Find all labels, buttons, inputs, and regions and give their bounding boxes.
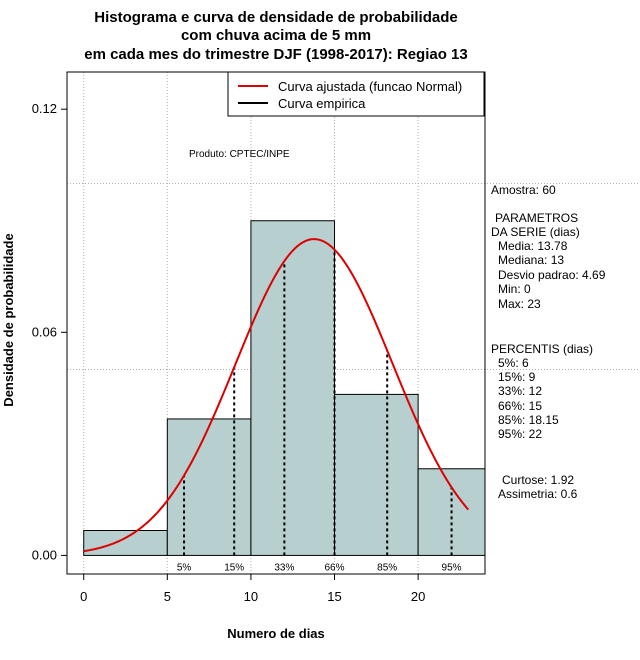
stats-params-header-2: DA SERIE (dias) xyxy=(491,225,580,239)
stats-skewness: Assimetria: 0.6 xyxy=(498,487,578,501)
legend-label-fitted-curve: Curva ajustada (funcao Normal) xyxy=(278,79,462,94)
y-axis-label: Densidade de probabilidade xyxy=(1,233,16,406)
x-tick-label-2: 10 xyxy=(244,589,258,604)
legend: Curva ajustada (funcao Normal) Curva emp… xyxy=(227,71,485,117)
legend-box xyxy=(227,71,485,117)
histogram-bar-2 xyxy=(250,220,336,556)
x-tick-label-4: 20 xyxy=(411,589,425,604)
x-axis-label: Numero de dias xyxy=(227,626,325,641)
percentile-label-4: 85% xyxy=(377,562,397,573)
percentile-label-5: 95% xyxy=(442,562,462,573)
histogram-bar-0 xyxy=(83,529,168,556)
stats-panel: Amostra: 60 PARAMETROS DA SERIE (dias) M… xyxy=(491,183,606,501)
product-annotation: Produto: CPTEC/INPE xyxy=(189,149,290,160)
histogram-bar-3 xyxy=(334,393,419,556)
stats-percentis-header: PERCENTIS (dias) xyxy=(491,342,593,356)
histogram-bars xyxy=(83,220,486,556)
stats-kurtosis: Curtose: 1.92 xyxy=(502,473,574,487)
normal-curve-layer xyxy=(83,238,470,553)
chart-title-line-1: Histograma e curva de densidade de proba… xyxy=(94,9,457,26)
x-tick-label-1: 5 xyxy=(164,589,171,604)
stats-param-mean: Media: 13.78 xyxy=(498,239,568,253)
stats-param-min: Min: 0 xyxy=(498,282,531,296)
stats-sample-size: Amostra: 60 xyxy=(491,183,556,197)
stats-params-header-1: PARAMETROS xyxy=(495,211,578,225)
chart-title: Histograma e curva de densidade de proba… xyxy=(84,9,468,63)
x-tick-label-3: 15 xyxy=(327,589,341,604)
y-tick-label-2: 0.12 xyxy=(32,101,57,116)
y-tick-label-0: 0.00 xyxy=(32,547,57,562)
stats-percentil-15: 15%: 9 xyxy=(498,370,536,384)
stats-percentil-66: 66%: 15 xyxy=(498,399,542,413)
percentile-label-2: 33% xyxy=(274,562,294,573)
x-tick-label-0: 0 xyxy=(80,589,87,604)
percentile-label-3: 66% xyxy=(325,562,345,573)
stats-param-max: Max: 23 xyxy=(498,297,541,311)
stats-percentil-5: 5%: 6 xyxy=(498,356,529,370)
percentile-label-1: 15% xyxy=(224,562,244,573)
percentile-label-0: 5% xyxy=(177,562,192,573)
axes: 0 5 10 15 20 0.00 0.06 0.12 xyxy=(32,71,486,604)
chart-title-line-2: com chuva acima de 5 mm xyxy=(181,27,371,44)
grid-lines xyxy=(67,72,640,574)
stats-param-median: Mediana: 13 xyxy=(498,253,564,267)
y-tick-label-1: 0.06 xyxy=(32,324,57,339)
histogram-bar-1 xyxy=(166,418,252,556)
stats-percentil-95: 95%: 22 xyxy=(498,427,542,441)
stats-percentil-33: 33%: 12 xyxy=(498,384,542,398)
legend-label-empirical-curve: Curva empirica xyxy=(278,96,366,111)
chart-title-line-3: em cada mes do trimestre DJF (1998-2017)… xyxy=(84,46,468,63)
normal-curve xyxy=(83,238,470,553)
stats-param-sd: Desvio padrao: 4.69 xyxy=(498,268,606,282)
stats-percentil-85: 85%: 18.15 xyxy=(498,413,559,427)
percentile-lines: 5% 15% 33% 66% 85% 95% xyxy=(177,249,462,573)
